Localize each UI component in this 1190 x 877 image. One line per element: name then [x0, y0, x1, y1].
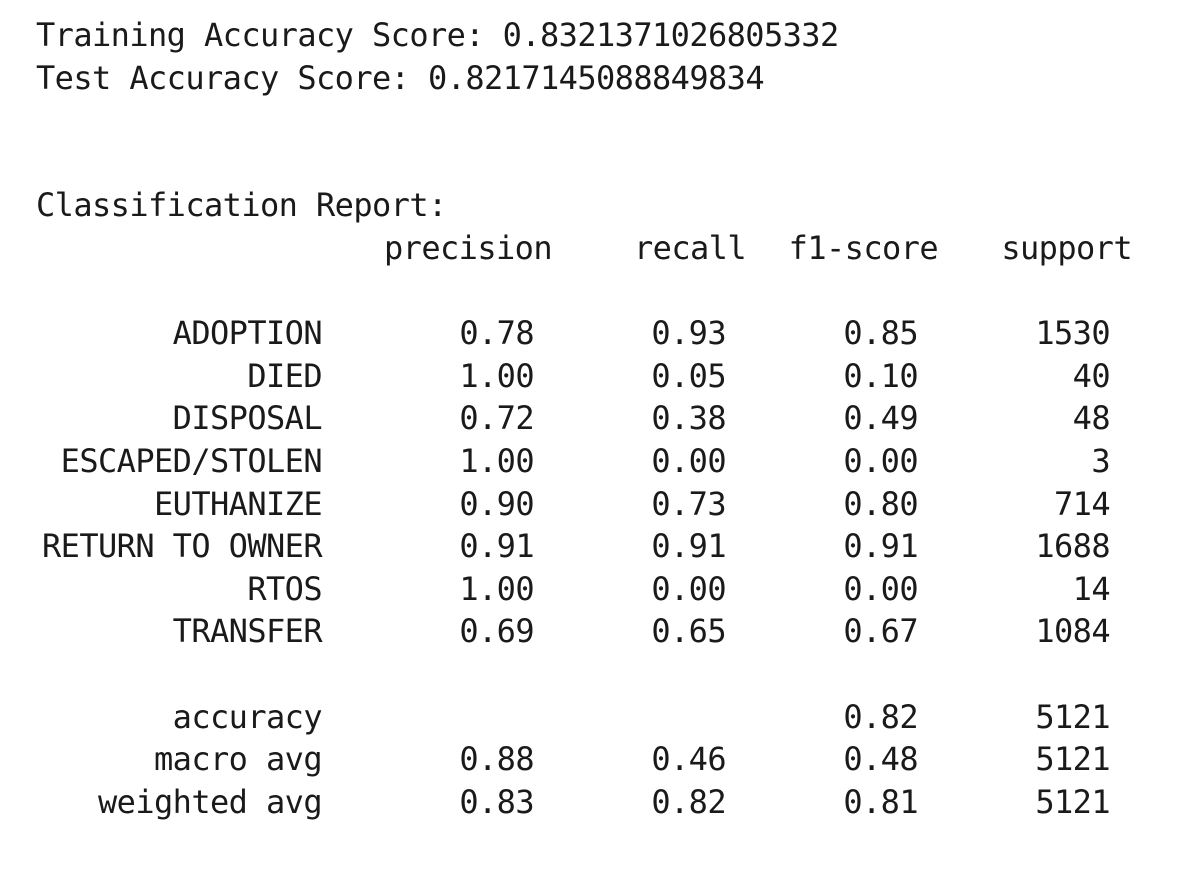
test-accuracy-line: Test Accuracy Score: 0.8217145088849834 — [36, 57, 1166, 100]
row-recall: 0.73 — [651, 484, 726, 523]
row-support: 1530 — [1035, 314, 1110, 353]
summary-rows: accuracy 0.82 5121 macro avg 0.88 0.46 0.48 512… — [36, 696, 1166, 824]
row-recall: 0.05 — [651, 356, 726, 395]
row-label: ESCAPED/STOLEN — [60, 441, 323, 480]
row-support: 1688 — [1035, 527, 1110, 566]
row-recall: 0.82 — [651, 782, 726, 821]
class-rows: ADOPTION 0.78 0.93 0.85 1530 DIED 1.00 0.05 0.10… — [36, 312, 1166, 653]
test-accuracy-value: 0.8217145088849834 — [428, 58, 765, 97]
table-row: ESCAPED/STOLEN 1.00 0.00 0.00 3 — [36, 440, 1166, 483]
row-support: 3 — [1091, 441, 1110, 480]
row-support: 5121 — [1035, 782, 1110, 821]
row-precision: 0.69 — [459, 612, 534, 651]
row-label: weighted avg — [98, 782, 323, 821]
table-row: EUTHANIZE 0.90 0.73 0.80 714 — [36, 483, 1166, 526]
table-row: ADOPTION 0.78 0.93 0.85 1530 — [36, 312, 1166, 355]
row-precision: 0.88 — [459, 740, 534, 779]
header-support: support — [1001, 228, 1132, 267]
training-accuracy-line: Training Accuracy Score: 0.8321371026805… — [36, 14, 1166, 57]
row-recall: 0.00 — [651, 441, 726, 480]
row-label: RETURN TO OWNER — [42, 527, 323, 566]
test-accuracy-label: Test Accuracy Score: — [36, 58, 410, 97]
row-recall: 0.65 — [651, 612, 726, 651]
header-recall: recall — [634, 228, 747, 267]
row-precision: 0.72 — [459, 399, 534, 438]
row-label: EUTHANIZE — [154, 484, 323, 523]
spacer — [36, 653, 1166, 696]
row-label: macro avg — [154, 740, 323, 779]
row-support: 5121 — [1035, 697, 1110, 736]
row-f1-score: 0.00 — [843, 569, 918, 608]
spacer — [36, 270, 1166, 313]
row-label: accuracy — [172, 697, 323, 736]
row-recall: 0.91 — [651, 527, 726, 566]
row-support: 14 — [1072, 569, 1111, 608]
spacer — [36, 142, 1166, 185]
spacer — [36, 99, 1166, 142]
summary-row: weighted avg 0.83 0.82 0.81 5121 — [36, 781, 1166, 824]
row-precision: 0.83 — [459, 782, 534, 821]
table-row: RTOS 1.00 0.00 0.00 14 — [36, 568, 1166, 611]
row-precision: 0.90 — [459, 484, 534, 523]
row-recall — [534, 696, 726, 739]
report-title: Classification Report: — [36, 186, 447, 225]
table-row: DISPOSAL 0.72 0.38 0.49 48 — [36, 397, 1166, 440]
row-f1-score: 0.80 — [843, 484, 918, 523]
row-precision: 1.00 — [459, 356, 534, 395]
row-recall: 0.38 — [651, 399, 726, 438]
row-precision — [322, 696, 534, 739]
row-support: 714 — [1054, 484, 1111, 523]
row-label: DIED — [247, 356, 322, 395]
row-label: RTOS — [247, 569, 322, 608]
header-f1-score: f1-score — [788, 228, 939, 267]
row-support: 5121 — [1035, 740, 1110, 779]
row-precision: 1.00 — [459, 441, 534, 480]
training-accuracy-value: 0.8321371026805332 — [502, 16, 840, 54]
training-accuracy-label: Training Accuracy Score: — [36, 16, 485, 54]
row-f1-score: 0.85 — [843, 314, 918, 353]
console-output: Training Accuracy Score: 0.8321371026805… — [36, 14, 1166, 823]
row-precision: 1.00 — [459, 569, 534, 608]
header-precision: precision — [384, 228, 553, 267]
row-support: 40 — [1072, 356, 1111, 395]
report-header-row: precision recall f1-score support — [36, 227, 1166, 270]
row-support: 1084 — [1035, 612, 1110, 651]
row-f1-score: 0.91 — [843, 527, 918, 566]
row-precision: 0.91 — [459, 527, 534, 566]
table-row: TRANSFER 0.69 0.65 0.67 1084 — [36, 610, 1166, 653]
row-label: TRANSFER — [172, 612, 323, 651]
row-f1-score: 0.82 — [843, 697, 918, 736]
row-f1-score: 0.67 — [843, 612, 918, 651]
row-f1-score: 0.81 — [843, 782, 918, 821]
row-label: ADOPTION — [172, 314, 323, 353]
summary-row: macro avg 0.88 0.46 0.48 5121 — [36, 738, 1166, 781]
row-f1-score: 0.10 — [843, 356, 918, 395]
header-spacer — [36, 227, 322, 270]
row-precision: 0.78 — [459, 314, 534, 353]
row-label: DISPOSAL — [172, 399, 323, 438]
row-recall: 0.93 — [651, 314, 726, 353]
row-support: 48 — [1072, 399, 1111, 438]
row-recall: 0.46 — [651, 740, 726, 779]
table-row: DIED 1.00 0.05 0.10 40 — [36, 355, 1166, 398]
row-f1-score: 0.49 — [843, 399, 918, 438]
row-recall: 0.00 — [651, 569, 726, 608]
summary-row: accuracy 0.82 5121 — [36, 696, 1166, 739]
row-f1-score: 0.00 — [843, 441, 918, 480]
table-row: RETURN TO OWNER 0.91 0.91 0.91 1688 — [36, 525, 1166, 568]
row-f1-score: 0.48 — [843, 740, 918, 779]
